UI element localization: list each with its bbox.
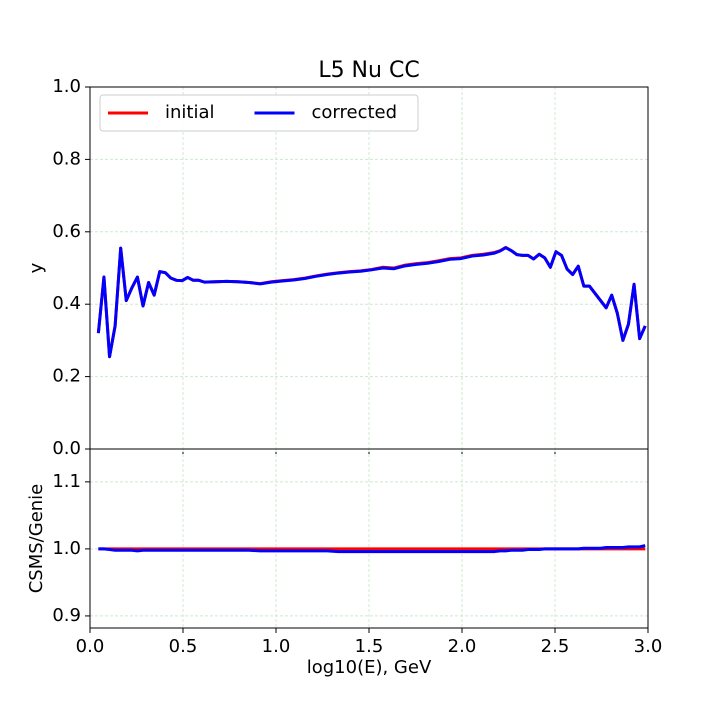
y-axis-label: y — [26, 262, 47, 273]
axes-frame — [89, 448, 649, 629]
data-line — [98, 544, 646, 554]
y-tick-label: 1.0 — [52, 538, 81, 559]
y-tick-label: 0.0 — [52, 438, 81, 459]
legend-label: corrected — [312, 102, 398, 123]
y-tick-label: 1.0 — [52, 76, 81, 97]
y-tick-label: 0.8 — [52, 148, 81, 169]
legend: initial corrected — [99, 94, 419, 132]
x-tick-label: 1.5 — [355, 636, 384, 657]
y-tick-label: 0.2 — [52, 366, 81, 387]
x-axis-label: log10(E), GeV — [307, 657, 432, 678]
data-line — [96, 245, 647, 359]
legend-label: initial — [165, 102, 215, 123]
x-tick-label: 3.0 — [634, 636, 663, 657]
y-tick-label: 0.6 — [52, 221, 81, 242]
chart-title: L5 Nu CC — [318, 58, 419, 83]
data-line — [96, 246, 647, 359]
y-tick-label: 0.9 — [52, 605, 81, 626]
y-tick-label: 1.1 — [52, 471, 81, 492]
x-tick-label: 2.5 — [541, 636, 570, 657]
y-axis-label: CSMS/Genie — [26, 484, 47, 594]
x-tick-label: 2.0 — [448, 636, 477, 657]
x-tick-label: 1.0 — [262, 636, 291, 657]
x-tick-label: 0.0 — [76, 636, 105, 657]
x-tick-label: 0.5 — [169, 636, 198, 657]
y-tick-label: 0.4 — [52, 293, 81, 314]
